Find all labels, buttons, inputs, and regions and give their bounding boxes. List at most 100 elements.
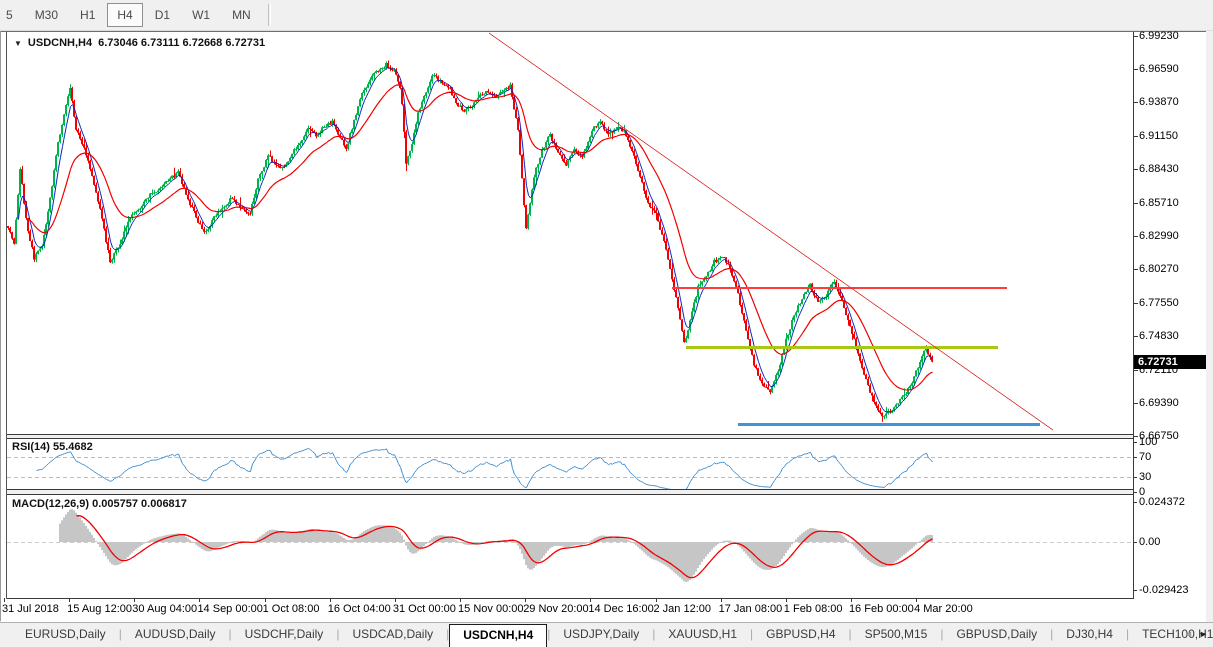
timeframe-m30[interactable]: M30 (34, 8, 59, 22)
time-tick (394, 598, 396, 602)
price-tick-label: 6.85710 (1139, 196, 1179, 209)
price-tick (1134, 269, 1138, 271)
tab-usdcad-daily[interactable]: USDCAD,Daily (352, 627, 434, 641)
tab-separator: | (848, 627, 852, 641)
rsi-value: 55.4682 (52, 441, 93, 453)
price-tick-label: 6.77550 (1139, 296, 1179, 309)
macd-tick-label: 0.024372 (1139, 496, 1185, 508)
tab-gbpusd-h4[interactable]: GBPUSD,H4 (766, 627, 836, 641)
price-tick (1134, 202, 1138, 204)
price-tick (1134, 336, 1138, 338)
tab-eurusd-daily[interactable]: EURUSD,Daily (25, 627, 106, 641)
tab-gbpusd-daily[interactable]: GBPUSD,Daily (956, 627, 1038, 641)
chart-tab-bar: EURUSD,Daily | AUDUSD,Daily | USDCHF,Daily | U… (0, 622, 1213, 647)
time-tick-label: 4 Mar 20:00 (914, 603, 973, 615)
price-tick-label: 6.66750 (1139, 430, 1179, 442)
rsi-name: RSI(14) (12, 441, 50, 453)
price-tick (1134, 68, 1138, 70)
time-tick-label: 1 Feb 08:00 (783, 603, 843, 615)
tab-separator: | (118, 627, 122, 641)
rsi-label: RSI(14) 55.4682 (12, 441, 93, 453)
price-tick (1134, 302, 1138, 304)
macd-pane-top-border (7, 494, 1134, 495)
tab-scroll-right-icon[interactable]: ► (1199, 629, 1208, 639)
tab-usdcnh-h4[interactable]: USDCNH,H4 (449, 624, 548, 647)
price-tick (1134, 36, 1138, 37)
pane-splitter[interactable] (7, 435, 1134, 438)
time-tick (655, 598, 657, 602)
tab-separator: | (652, 627, 656, 641)
rsi-indicator-canvas[interactable] (7, 439, 1133, 489)
time-tick (590, 598, 592, 602)
time-tick-label: 15 Aug 12:00 (67, 603, 132, 615)
macd-tick (1134, 590, 1137, 592)
price-tick (1134, 369, 1138, 371)
time-tick-label: 14 Dec 16:00 (588, 603, 654, 615)
time-tick (329, 598, 331, 602)
tab-xauusd-h1[interactable]: XAUUSD,H1 (668, 627, 738, 641)
tab-separator: | (547, 627, 551, 641)
time-tick-label: 16 Oct 04:00 (327, 603, 391, 615)
timeframe-mn[interactable]: MN (232, 8, 251, 22)
tab-tech100-h1[interactable]: TECH100,H1 (1142, 627, 1213, 641)
tab-usdchf-daily[interactable]: USDCHF,Daily (244, 627, 324, 641)
price-tick-label: 6.80270 (1139, 263, 1179, 276)
pane-splitter[interactable] (7, 490, 1134, 494)
tab-separator: | (1125, 627, 1130, 641)
time-tick-label: 2 Jan 12:00 (653, 603, 712, 615)
time-tick-label: 17 Jan 08:00 (718, 603, 783, 615)
main-chart-canvas[interactable] (7, 32, 1133, 434)
tab-separator: | (750, 627, 754, 641)
price-tick-label: 6.96590 (1139, 62, 1179, 75)
macd-indicator-canvas[interactable] (7, 495, 1133, 598)
macd-values: 0.005757 0.006817 (92, 498, 187, 510)
time-tick-label: 16 Feb 00:00 (848, 603, 914, 615)
main-pane-bottom-border (7, 434, 1134, 435)
time-tick-label: 15 Nov 00:00 (458, 603, 524, 615)
time-tick-label: 31 Jul 2018 (2, 603, 59, 615)
rsi-tick-label: 70 (1139, 451, 1152, 463)
timeframe-d1[interactable]: D1 (154, 8, 171, 22)
tab-separator: | (940, 627, 944, 641)
price-tick (1134, 436, 1138, 437)
price-tick-label: 6.88430 (1139, 163, 1179, 175)
rsi-tick-label: 30 (1139, 471, 1152, 483)
chart-dropdown-icon[interactable]: ▼ (14, 38, 22, 48)
price-tick (1134, 236, 1138, 237)
rsi-tick-label: 100 (1139, 436, 1158, 448)
price-tick-label: 6.99230 (1139, 30, 1179, 42)
tab-scroll-left-icon[interactable]: ◄ (1184, 629, 1193, 639)
tab-sp500-m15[interactable]: SP500,M15 (864, 627, 928, 641)
rsi-tick-label: 0 (1139, 486, 1146, 498)
tab-dj30-h4[interactable]: DJ30,H4 (1066, 627, 1113, 641)
macd-name: MACD(12,26,9) (12, 498, 90, 510)
macd-label: MACD(12,26,9) 0.005757 0.006817 (12, 498, 187, 510)
time-tick (69, 598, 71, 602)
price-tick-label: 6.91150 (1139, 129, 1178, 142)
time-tick (916, 598, 918, 602)
macd-tick (1134, 542, 1137, 543)
current-price-box: 6.72731 (1134, 355, 1206, 370)
time-tick (850, 598, 852, 602)
time-tick (199, 598, 201, 602)
timeframe-h1[interactable]: H1 (80, 8, 96, 22)
tab-separator: | (446, 627, 450, 641)
timeframe-w1[interactable]: W1 (192, 8, 211, 22)
tab-separator: | (228, 627, 232, 641)
macd-tick-label: -0.029423 (1139, 584, 1189, 597)
tab-audusd-daily[interactable]: AUDUSD,Daily (134, 627, 216, 641)
time-tick-label: 29 Nov 20:00 (523, 603, 589, 615)
timeframe-5[interactable]: 5 (6, 8, 13, 22)
toolbar-separator (267, 4, 271, 26)
time-tick (4, 598, 5, 602)
tab-usdjpy-daily[interactable]: USDJPY,Daily (563, 627, 640, 641)
price-tick (1134, 102, 1138, 103)
price-tick-label: 6.69390 (1139, 397, 1179, 410)
macd-tick (1134, 502, 1137, 503)
time-tick (785, 598, 787, 602)
rsi-tick (1134, 492, 1137, 493)
rsi-tick (1134, 442, 1137, 443)
timeframe-h4[interactable]: H4 (107, 3, 143, 27)
price-tick-label: 6.93870 (1139, 96, 1179, 108)
